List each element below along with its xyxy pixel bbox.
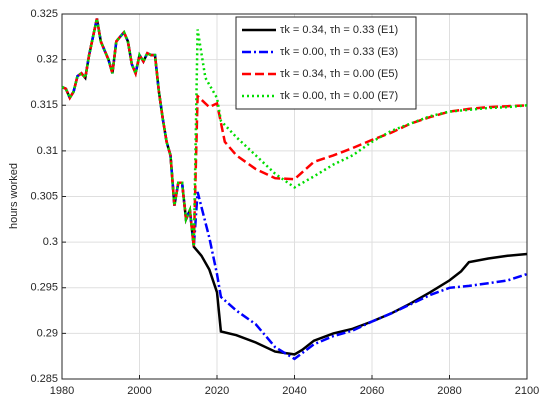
legend-label: τk = 0.34, τh = 0.00 (E5) — [280, 68, 398, 80]
series-line — [61, 18, 528, 247]
x-tick-label: 2100 — [515, 385, 539, 397]
y-tick-label: 0.31 — [37, 145, 58, 157]
legend-label: τk = 0.34, τh = 0.33 (E1) — [280, 24, 398, 36]
y-tick-label: 0.29 — [37, 327, 58, 339]
x-tick-label: 2040 — [282, 385, 306, 397]
y-tick-label: 0.325 — [30, 8, 58, 20]
y-tick-label: 0.305 — [30, 190, 58, 202]
x-tick-label: 2080 — [437, 385, 461, 397]
legend-box — [235, 16, 417, 110]
x-tick-label: 2020 — [205, 385, 229, 397]
y-tick-label: 0.285 — [30, 373, 58, 385]
x-tick-label: 1980 — [50, 385, 74, 397]
y-tick-label: 0.3 — [43, 236, 58, 248]
y-axis-label: hours worked — [8, 163, 20, 229]
y-tick-label: 0.315 — [30, 99, 58, 111]
plot-frame — [61, 13, 528, 380]
x-tick-label: 2000 — [127, 385, 151, 397]
legend-label: τk = 0.00, τh = 0.00 (E7) — [280, 90, 398, 102]
x-tick-label: 2060 — [360, 385, 384, 397]
legend-label: τk = 0.00, τh = 0.33 (E3) — [280, 46, 398, 58]
y-tick-label: 0.295 — [30, 282, 58, 294]
y-tick-label: 0.32 — [37, 54, 58, 66]
